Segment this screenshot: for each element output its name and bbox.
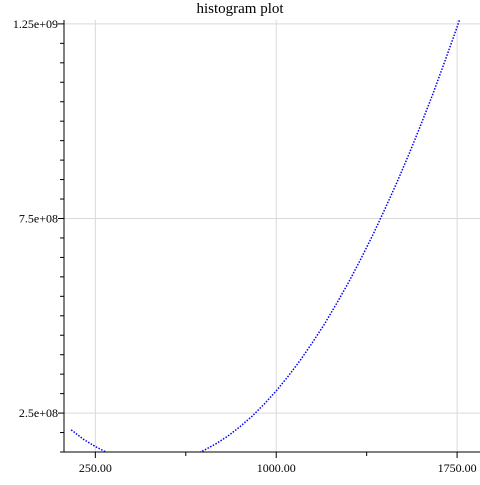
series-line xyxy=(70,20,461,452)
y-tick-label: 2.5e+08 xyxy=(19,406,58,420)
chart-title: histogram plot xyxy=(196,1,284,17)
y-tick-label: 7.5e+08 xyxy=(19,211,58,225)
x-tick-label: 1000.00 xyxy=(257,461,296,475)
y-tick-label: 1.25e+09 xyxy=(13,17,58,31)
axes: 2.5e+08 7.5e+08 1.25e+09 250.00 1000.00 1750.… xyxy=(13,17,480,475)
x-tick-label: 250.00 xyxy=(79,461,112,475)
grid xyxy=(64,20,480,452)
x-tick-label: 1750.00 xyxy=(438,461,477,475)
series-layer xyxy=(70,20,461,452)
